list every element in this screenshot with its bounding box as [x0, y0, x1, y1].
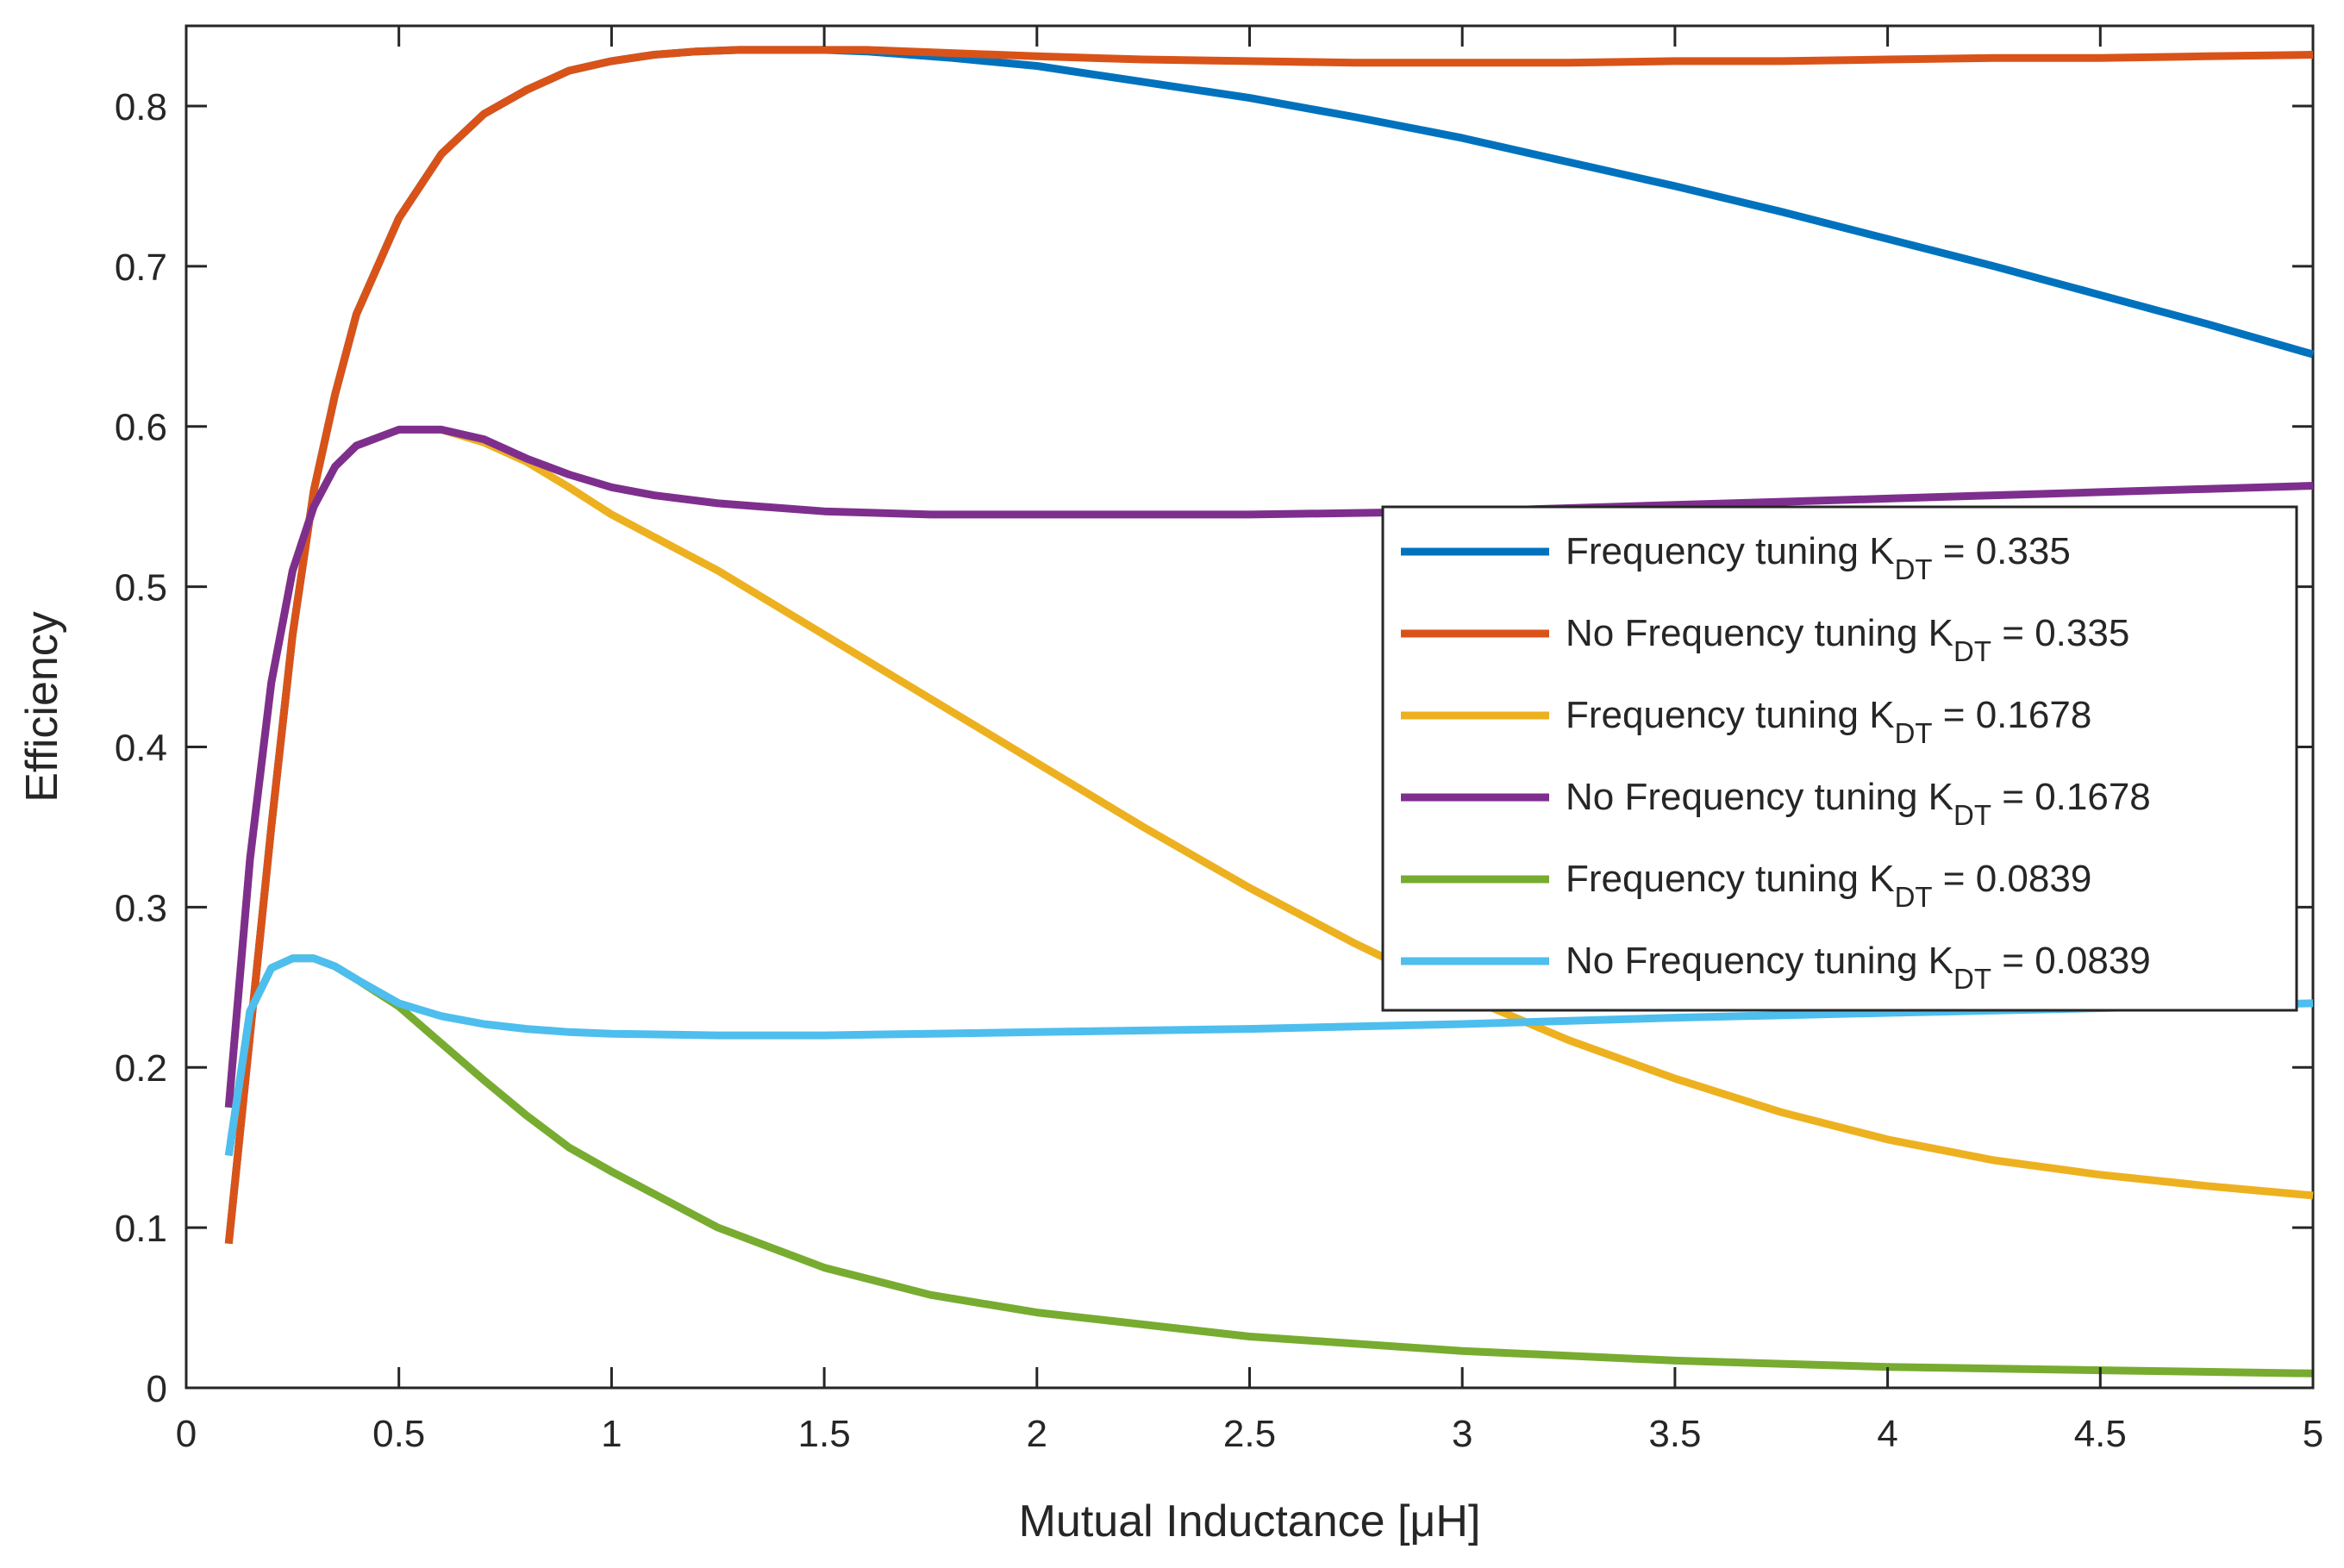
- y-tick-label: 0.5: [115, 567, 167, 609]
- x-tick-label: 0.5: [372, 1413, 425, 1455]
- legend-label-value: = 0.0839: [1991, 940, 2151, 982]
- y-tick-label: 0.8: [115, 86, 167, 128]
- x-tick-label: 0: [176, 1413, 197, 1455]
- x-tick-label: 3.5: [1648, 1413, 1701, 1455]
- x-tick-label: 4: [1877, 1413, 1897, 1455]
- legend-label-value: = 0.0839: [1933, 858, 2092, 900]
- x-axis-label: Mutual Inductance [μH]: [1019, 1496, 1481, 1546]
- legend-label-subscript: DT: [1953, 635, 1991, 667]
- legend-label-5: Frequency tuning KDT = 0.0839: [1566, 858, 2091, 913]
- legend-label-main: No Frequency tuning K: [1566, 776, 1953, 818]
- legend-label-main: No Frequency tuning K: [1566, 940, 1953, 982]
- series-line-2: [224, 46, 2314, 1245]
- legend-label-subscript: DT: [1953, 799, 1991, 831]
- ticks-layer: [184, 26, 2315, 1390]
- y-tick-label: 0.2: [115, 1047, 167, 1090]
- y-tick-label: 0.1: [115, 1208, 167, 1250]
- legend-label-1: Frequency tuning KDT = 0.335: [1566, 530, 2071, 585]
- legend-label-value: = 0.335: [1933, 530, 2071, 572]
- legend-label-value: = 0.1678: [1933, 694, 2092, 736]
- y-tick-label: 0.4: [115, 727, 167, 769]
- x-tick-label: 3: [1452, 1413, 1472, 1455]
- y-axis-label: Efficiency: [17, 611, 67, 803]
- legend-label-value: = 0.335: [1991, 612, 2129, 654]
- x-tick-label: 4.5: [2074, 1413, 2127, 1455]
- y-tick-label: 0.7: [115, 247, 167, 289]
- x-tick-label: 2.5: [1223, 1413, 1276, 1455]
- legend-label-subscript: DT: [1895, 553, 1933, 585]
- x-tick-label: 5: [2303, 1413, 2323, 1455]
- x-tick-label: 2: [1027, 1413, 1047, 1455]
- y-tick-label: 0.3: [115, 887, 167, 929]
- y-tick-label: 0.6: [115, 407, 167, 449]
- legend-label-4: No Frequency tuning KDT = 0.1678: [1566, 776, 2151, 831]
- y-tick-label: 0: [147, 1368, 167, 1410]
- legend-label-value: = 0.1678: [1991, 776, 2151, 818]
- series-line-4: [224, 425, 2314, 1109]
- legend-label-2: No Frequency tuning KDT = 0.335: [1566, 612, 2129, 667]
- legend-label-subscript: DT: [1953, 963, 1991, 995]
- series-line-6: [224, 954, 2314, 1157]
- legend-label-3: Frequency tuning KDT = 0.1678: [1566, 694, 2091, 749]
- x-tick-label: 1.5: [798, 1413, 851, 1455]
- labels-layer: 0 0.5 1 1.5 2 2.5 3 3.5 4 4.5 5 0 0.1 0.2 0.3 0.4 0.5 0.6…: [17, 86, 2323, 1546]
- legend-label-main: No Frequency tuning K: [1566, 612, 1953, 654]
- series-layer: [224, 46, 2315, 1377]
- legend-label-main: Frequency tuning K: [1566, 858, 1895, 900]
- legend-label-subscript: DT: [1895, 881, 1933, 913]
- legend-label-main: Frequency tuning K: [1566, 530, 1895, 572]
- legend-label-main: Frequency tuning K: [1566, 694, 1895, 736]
- legend-label-subscript: DT: [1895, 717, 1933, 749]
- legend-label-6: No Frequency tuning KDT = 0.0839: [1566, 940, 2151, 995]
- x-tick-label: 1: [601, 1413, 622, 1455]
- legend-box: [1381, 505, 2298, 1012]
